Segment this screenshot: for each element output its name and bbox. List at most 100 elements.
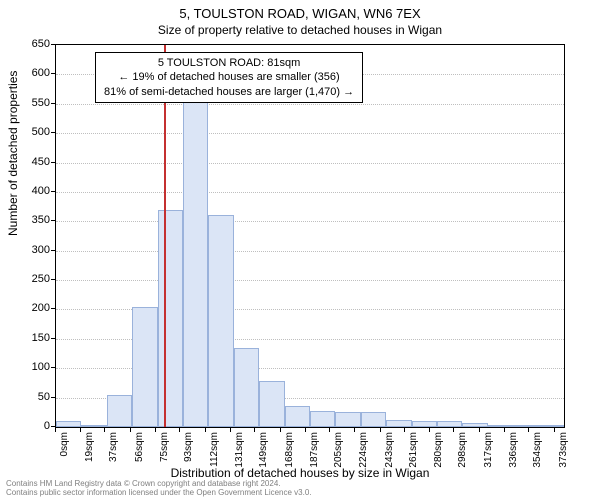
chart-title-line1: 5, TOULSTON ROAD, WIGAN, WN6 7EX (0, 6, 600, 21)
y-tick-label: 100 (10, 361, 50, 373)
annotation-line3: 81% of semi-detached houses are larger (… (104, 85, 354, 99)
x-tick-mark (104, 428, 105, 432)
x-tick-mark (305, 428, 306, 432)
x-tick-mark (453, 428, 454, 432)
x-tick-mark (55, 428, 56, 432)
histogram-bar (412, 421, 437, 427)
x-tick-label: 336sqm (508, 432, 519, 468)
x-tick-mark (280, 428, 281, 432)
grid-line (56, 221, 564, 222)
y-tick-label: 200 (10, 302, 50, 314)
x-tick-label: 75sqm (159, 432, 170, 462)
grid-line (56, 133, 564, 134)
y-tick-mark (51, 308, 55, 309)
x-tick-label: 149sqm (258, 432, 269, 468)
grid-line (56, 104, 564, 105)
x-tick-label: 56sqm (134, 432, 145, 462)
histogram-bar (488, 425, 513, 427)
histogram-bar (513, 425, 538, 427)
x-tick-label: 317sqm (483, 432, 494, 468)
x-tick-mark (254, 428, 255, 432)
y-tick-mark (51, 44, 55, 45)
x-tick-label: 19sqm (84, 432, 95, 462)
x-tick-label: 205sqm (333, 432, 344, 468)
y-tick-mark (51, 132, 55, 133)
x-tick-mark (329, 428, 330, 432)
histogram-bar (81, 425, 106, 427)
y-tick-mark (51, 103, 55, 104)
x-tick-label: 373sqm (558, 432, 569, 468)
x-tick-label: 280sqm (433, 432, 444, 468)
grid-line (56, 251, 564, 252)
y-tick-mark (51, 162, 55, 163)
footer-line2: Contains public sector information licen… (6, 488, 312, 498)
histogram-bar (132, 307, 157, 427)
footer-attribution: Contains HM Land Registry data © Crown c… (6, 479, 312, 498)
x-tick-mark (205, 428, 206, 432)
x-tick-mark (179, 428, 180, 432)
x-tick-label: 261sqm (408, 432, 419, 468)
y-tick-label: 0 (10, 420, 50, 432)
y-tick-mark (51, 73, 55, 74)
histogram-bar (107, 395, 132, 427)
x-tick-label: 187sqm (309, 432, 320, 468)
x-tick-label: 168sqm (284, 432, 295, 468)
y-tick-label: 250 (10, 273, 50, 285)
x-tick-mark (380, 428, 381, 432)
x-tick-mark (80, 428, 81, 432)
x-tick-mark (155, 428, 156, 432)
x-tick-label: 93sqm (183, 432, 194, 462)
y-tick-label: 300 (10, 244, 50, 256)
histogram-bar (56, 421, 81, 427)
x-tick-mark (429, 428, 430, 432)
histogram-bar (208, 215, 233, 427)
y-tick-label: 150 (10, 332, 50, 344)
histogram-bar (183, 101, 208, 427)
x-tick-label: 354sqm (532, 432, 543, 468)
y-tick-mark (51, 250, 55, 251)
y-tick-mark (51, 397, 55, 398)
histogram-bar (437, 421, 462, 427)
footer-line1: Contains HM Land Registry data © Crown c… (6, 479, 312, 489)
chart-title-line2: Size of property relative to detached ho… (0, 23, 600, 37)
x-tick-label: 243sqm (384, 432, 395, 468)
x-tick-mark (504, 428, 505, 432)
x-tick-label: 37sqm (108, 432, 119, 462)
y-tick-mark (51, 338, 55, 339)
y-tick-mark (51, 220, 55, 221)
y-tick-mark (51, 191, 55, 192)
histogram-bar (386, 420, 411, 427)
grid-line (56, 280, 564, 281)
reference-annotation-box: 5 TOULSTON ROAD: 81sqm ← 19% of detached… (95, 52, 363, 103)
histogram-bar (158, 210, 183, 427)
y-tick-label: 50 (10, 391, 50, 403)
histogram-bar (259, 381, 284, 427)
histogram-bar (539, 425, 564, 427)
x-tick-mark (528, 428, 529, 432)
x-tick-mark (404, 428, 405, 432)
annotation-line2: ← 19% of detached houses are smaller (35… (104, 70, 354, 84)
annotation-line1: 5 TOULSTON ROAD: 81sqm (104, 56, 354, 70)
chart-title-block: 5, TOULSTON ROAD, WIGAN, WN6 7EX Size of… (0, 6, 600, 37)
histogram-bar (234, 348, 259, 427)
y-axis-label: Number of detached properties (6, 71, 20, 236)
histogram-bar (285, 406, 310, 427)
y-tick-mark (51, 279, 55, 280)
x-tick-label: 298sqm (457, 432, 468, 468)
grid-line (56, 163, 564, 164)
x-tick-label: 112sqm (209, 432, 220, 467)
x-tick-label: 224sqm (358, 432, 369, 468)
grid-line (56, 192, 564, 193)
x-tick-label: 131sqm (234, 432, 245, 468)
x-tick-mark (554, 428, 555, 432)
histogram-bar (310, 411, 335, 427)
x-tick-mark (230, 428, 231, 432)
y-tick-mark (51, 426, 55, 427)
histogram-bar (361, 412, 386, 427)
x-tick-mark (354, 428, 355, 432)
x-tick-label: 0sqm (59, 432, 70, 456)
x-tick-mark (479, 428, 480, 432)
y-tick-mark (51, 367, 55, 368)
histogram-bar (335, 412, 360, 427)
y-tick-label: 650 (10, 38, 50, 50)
